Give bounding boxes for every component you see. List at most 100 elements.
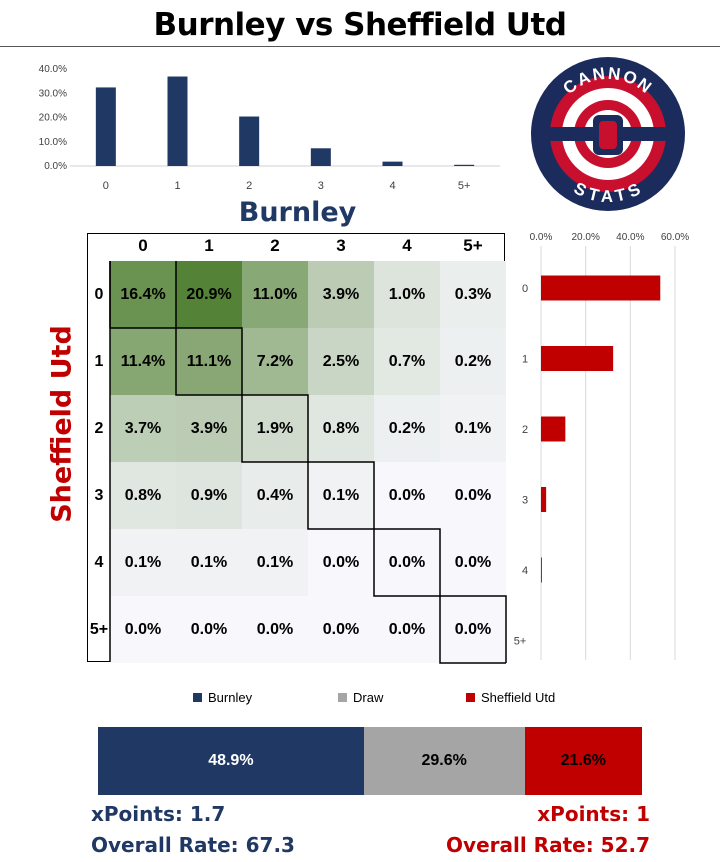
away-xpoints: xPoints: 1 <box>537 802 650 826</box>
matrix-cell: 0.1% <box>242 529 308 596</box>
matrix-row-header: 5+ <box>89 621 109 638</box>
y-tick-label: 3 <box>522 495 528 507</box>
matrix-row-header: 2 <box>94 420 104 437</box>
y-tick-label: 20.0% <box>39 113 67 124</box>
x-tick-label: 60.0% <box>661 232 689 243</box>
outcome-away-segment: 21.6% <box>524 727 642 795</box>
matrix-col-header: 1 <box>204 236 214 255</box>
legend-item-away: Sheffield Utd <box>466 690 555 705</box>
matrix-cell: 0.2% <box>440 328 506 395</box>
home-bar-2 <box>239 116 260 166</box>
y-tick-label: 0 <box>522 283 528 295</box>
cannon-stats-logo: CANNON STATS <box>529 55 687 213</box>
matrix-row-header: 0 <box>94 286 104 303</box>
legend-swatch-draw <box>338 693 347 702</box>
matrix-cell: 0.0% <box>374 462 440 529</box>
matrix-cell: 16.4% <box>110 261 176 328</box>
y-tick-label: 0.0% <box>44 161 67 172</box>
home-bar-4 <box>382 161 403 166</box>
matrix-col-header: 4 <box>402 236 412 255</box>
y-tick-label: 1 <box>522 354 528 366</box>
matrix-cell: 3.9% <box>308 261 374 328</box>
matrix-col-header: 2 <box>270 236 280 255</box>
matrix-cell: 0.0% <box>308 529 374 596</box>
away-overall-rate: Overall Rate: 52.7 <box>446 833 650 857</box>
x-tick-label: 2 <box>246 180 252 192</box>
x-tick-label: 0 <box>103 180 109 192</box>
matrix-col-header: 0 <box>138 236 148 255</box>
away-bar-0 <box>541 275 661 301</box>
y-tick-label: 10.0% <box>39 137 67 148</box>
legend-label-away: Sheffield Utd <box>481 690 556 705</box>
x-tick-label: 4 <box>389 180 395 192</box>
outcome-home-label: 48.9% <box>208 752 254 769</box>
page-title: Burnley vs Sheffield Utd <box>153 7 568 43</box>
matrix-cell: 0.0% <box>176 596 242 663</box>
matrix-cell: 0.0% <box>308 596 374 663</box>
y-tick-label: 2 <box>522 424 528 436</box>
matrix-cell: 0.8% <box>110 462 176 529</box>
x-tick-label: 3 <box>318 180 324 192</box>
matrix-cell: 0.1% <box>110 529 176 596</box>
outcome-home-segment: 48.9% <box>98 727 364 795</box>
legend-label-home: Burnley <box>208 690 253 705</box>
matrix-cell: 20.9% <box>176 261 242 328</box>
matrix-cell: 3.7% <box>110 395 176 462</box>
away-bar-4 <box>541 557 542 583</box>
outcome-draw-segment: 29.6% <box>363 727 525 795</box>
matrix-cell: 0.4% <box>242 462 308 529</box>
matrix-row-header: 4 <box>94 554 104 571</box>
home-bar-1 <box>167 76 188 166</box>
matrix-cell: 11.1% <box>176 328 242 395</box>
legend-item-draw: Draw <box>338 690 383 705</box>
x-tick-label: 20.0% <box>571 232 599 243</box>
matrix-col-header: 5+ <box>463 236 483 255</box>
home-overall-rate: Overall Rate: 67.3 <box>91 833 295 857</box>
x-tick-label: 40.0% <box>616 232 644 243</box>
matrix-col-header: 3 <box>336 236 346 255</box>
y-tick-label: 5+ <box>514 636 527 648</box>
title-divider <box>0 46 720 47</box>
matrix-cell: 0.2% <box>374 395 440 462</box>
home-team-label: Burnley <box>238 197 357 228</box>
matrix-cell: 2.5% <box>308 328 374 395</box>
legend-swatch-away <box>466 693 475 702</box>
matrix-cell: 0.0% <box>440 462 506 529</box>
matrix-row-header: 3 <box>94 487 104 504</box>
matrix-cell: 0.9% <box>176 462 242 529</box>
home-bar-3 <box>310 148 331 166</box>
diagonal-upper-edge <box>175 261 507 663</box>
matrix-cell: 0.1% <box>176 529 242 596</box>
matrix-cell: 0.7% <box>374 328 440 395</box>
outcome-away-label: 21.6% <box>560 752 606 769</box>
matrix-cell: 11.4% <box>110 328 176 395</box>
y-tick-label: 4 <box>522 565 528 577</box>
matrix-cell: 0.8% <box>308 395 374 462</box>
matrix-cell: 0.0% <box>440 596 506 663</box>
away-bar-2 <box>541 416 566 442</box>
away-bar-1 <box>541 346 614 371</box>
matrix-cell: 0.1% <box>308 462 374 529</box>
matrix-cell: 7.2% <box>242 328 308 395</box>
matrix-cell: 0.0% <box>374 596 440 663</box>
matrix-cell: 11.0% <box>242 261 308 328</box>
outcome-draw-label: 29.6% <box>421 752 467 769</box>
legend-item-home: Burnley <box>193 690 252 705</box>
matrix-cell: 0.1% <box>440 395 506 462</box>
x-tick-label: 0.0% <box>530 232 553 243</box>
outcome-bar: 48.9% 29.6% 21.6% <box>98 727 642 795</box>
matrix-cell: 1.9% <box>242 395 308 462</box>
y-tick-label: 40.0% <box>39 64 67 75</box>
legend-swatch-home <box>193 693 202 702</box>
matrix-cell: 0.0% <box>374 529 440 596</box>
away-goals-chart: 0.0% 20.0% 40.0% 60.0% 0 1 2 3 4 5+ <box>514 232 689 660</box>
matrix-cell: 0.3% <box>440 261 506 328</box>
matrix-cell: 0.0% <box>110 596 176 663</box>
matrix-cell: 0.0% <box>440 529 506 596</box>
legend-label-draw: Draw <box>353 690 384 705</box>
y-tick-label: 30.0% <box>39 88 67 99</box>
home-bar-5+ <box>454 164 475 166</box>
matrix-cell: 3.9% <box>176 395 242 462</box>
matrix-cell: 1.0% <box>374 261 440 328</box>
